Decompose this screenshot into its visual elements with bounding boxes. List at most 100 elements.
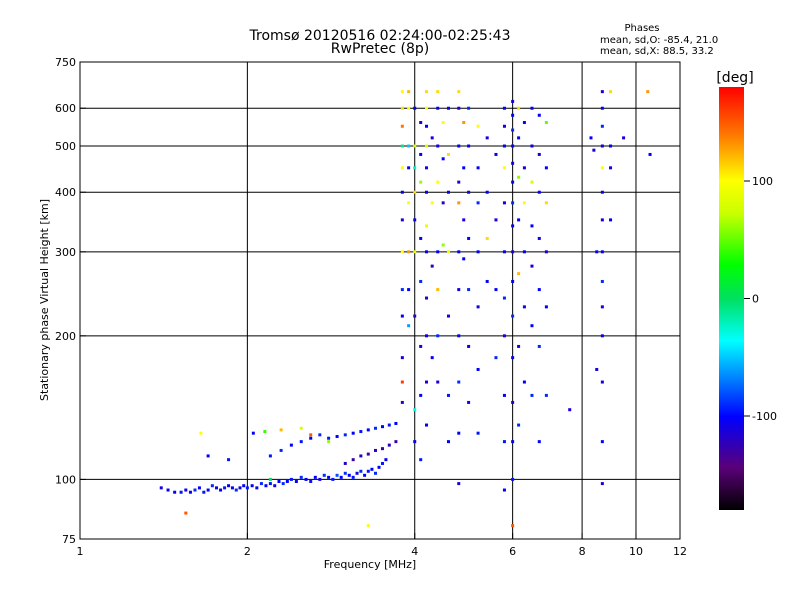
data-point xyxy=(400,166,404,170)
data-point xyxy=(251,431,255,435)
data-point xyxy=(446,152,450,156)
data-point xyxy=(400,218,404,222)
data-point xyxy=(467,236,471,240)
data-point xyxy=(511,128,515,132)
plot-frame xyxy=(79,61,681,540)
data-point xyxy=(517,136,521,140)
grid-lines xyxy=(80,62,680,539)
data-point xyxy=(600,279,604,283)
data-point xyxy=(517,106,521,110)
data-point xyxy=(400,190,404,194)
data-point xyxy=(522,201,526,205)
data-point xyxy=(530,106,534,110)
data-point xyxy=(355,471,359,475)
data-point xyxy=(419,236,423,240)
data-point xyxy=(462,121,466,125)
data-point xyxy=(502,393,506,397)
data-point xyxy=(511,99,515,103)
data-point xyxy=(214,486,218,490)
data-point xyxy=(202,490,206,494)
data-point xyxy=(425,124,429,128)
data-point xyxy=(522,250,526,254)
data-point xyxy=(250,484,254,488)
y-tick-label: 75 xyxy=(62,533,76,546)
phases-o-stats: mean, sd,O: -85.4, 21.0 xyxy=(600,35,718,46)
data-point xyxy=(537,152,541,156)
x-tick-label: 12 xyxy=(673,545,687,558)
data-point xyxy=(544,166,548,170)
data-point xyxy=(485,190,489,194)
data-point xyxy=(184,488,188,492)
data-point xyxy=(313,475,317,479)
data-point xyxy=(380,461,384,465)
data-point xyxy=(299,440,303,444)
data-point xyxy=(530,324,534,328)
data-point xyxy=(544,305,548,309)
data-point xyxy=(511,314,515,318)
y-axis-label: Stationary phase Virtual Height [km] xyxy=(38,199,51,401)
data-point xyxy=(294,479,298,483)
data-point xyxy=(457,180,461,184)
data-point xyxy=(223,486,227,490)
data-point xyxy=(476,250,480,254)
data-point xyxy=(413,250,417,254)
data-point xyxy=(476,124,480,128)
data-point xyxy=(476,305,480,309)
y-tick-label: 500 xyxy=(55,140,76,153)
data-point xyxy=(425,166,429,170)
chart-subtitle: RwPretec (8p) xyxy=(331,41,429,57)
data-point xyxy=(373,426,377,430)
data-point xyxy=(485,236,489,240)
data-point xyxy=(343,471,347,475)
data-point xyxy=(380,447,384,451)
data-point xyxy=(327,440,331,444)
data-points xyxy=(159,90,652,528)
data-point xyxy=(457,380,461,384)
data-point xyxy=(462,218,466,222)
data-point xyxy=(600,380,604,384)
data-point xyxy=(400,250,404,254)
data-point xyxy=(373,471,377,475)
data-point xyxy=(309,436,313,440)
data-point xyxy=(462,166,466,170)
data-point xyxy=(592,148,596,152)
data-point xyxy=(304,477,308,481)
colorbar-ticks: 100 0 -100 xyxy=(744,175,777,423)
data-point xyxy=(530,393,534,397)
data-point xyxy=(407,144,411,148)
data-point xyxy=(537,344,541,348)
data-point xyxy=(494,356,498,360)
data-point xyxy=(476,367,480,371)
data-point xyxy=(600,190,604,194)
data-point xyxy=(273,484,277,488)
colorbar-tick-label: 0 xyxy=(752,293,759,306)
data-point xyxy=(476,201,480,205)
data-point xyxy=(622,136,626,140)
data-point xyxy=(210,484,214,488)
data-point xyxy=(600,334,604,338)
data-point xyxy=(359,430,363,434)
data-point xyxy=(544,250,548,254)
data-point xyxy=(419,279,423,283)
data-point xyxy=(339,475,343,479)
data-point xyxy=(600,440,604,444)
data-point xyxy=(457,106,461,110)
data-point xyxy=(419,180,423,184)
y-tick-label: 200 xyxy=(55,330,76,343)
x-tick-label: 2 xyxy=(244,545,251,558)
data-point xyxy=(384,458,388,462)
data-point xyxy=(517,423,521,427)
data-point xyxy=(467,344,471,348)
x-tick-label: 6 xyxy=(509,545,516,558)
data-point xyxy=(436,180,440,184)
data-point xyxy=(400,90,404,94)
colorbar-tick-label: 100 xyxy=(752,175,773,188)
data-point xyxy=(537,440,541,444)
data-point xyxy=(446,314,450,318)
data-point xyxy=(457,431,461,435)
data-point xyxy=(430,201,434,205)
data-point xyxy=(347,473,351,477)
data-point xyxy=(476,431,480,435)
x-tick-label: 4 xyxy=(411,545,418,558)
data-point xyxy=(446,393,450,397)
